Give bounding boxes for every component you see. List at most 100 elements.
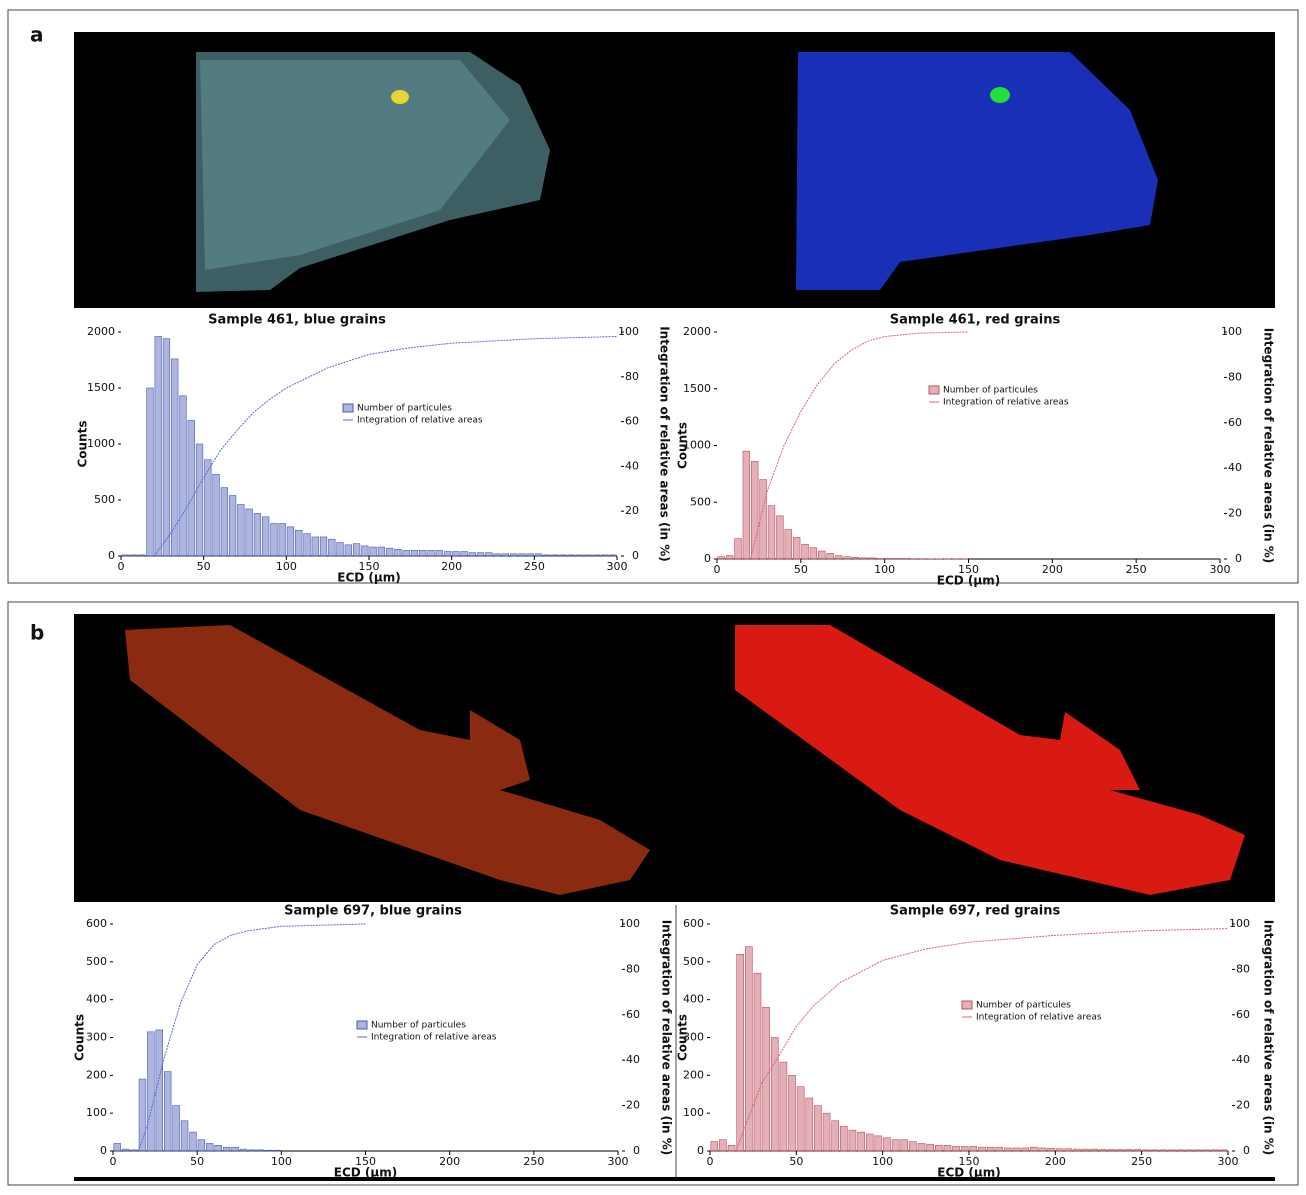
x-tick-label: 250 <box>1126 563 1147 576</box>
y-tick-label: 0 <box>100 1144 107 1157</box>
bar <box>155 336 162 556</box>
legend-swatch <box>357 1021 367 1029</box>
y-tick-label: 500 <box>683 955 704 968</box>
bar <box>875 1136 882 1151</box>
bar <box>909 1142 916 1151</box>
x-tick-label: 100 <box>872 1155 893 1168</box>
bar <box>328 539 335 556</box>
cumulative-line <box>138 924 365 1151</box>
x-tick-label: 0 <box>707 1155 714 1168</box>
bar <box>122 555 129 556</box>
bar <box>295 530 302 556</box>
bar <box>718 557 725 559</box>
x-tick-label: 250 <box>1131 1155 1152 1168</box>
bar <box>163 339 170 556</box>
bar <box>543 555 550 556</box>
bar <box>1099 1149 1106 1151</box>
bar <box>362 546 369 556</box>
x-tick-label: 100 <box>271 1155 292 1168</box>
y-tick-label: 400 <box>86 993 107 1006</box>
bar <box>436 550 443 556</box>
y-tick-label: 1500 <box>683 382 711 395</box>
bar <box>849 1130 856 1151</box>
bar <box>1004 1148 1011 1151</box>
y2-tick-label: 0 <box>633 1144 640 1157</box>
bar <box>130 555 137 556</box>
x-tick-label: 250 <box>524 560 545 573</box>
bar <box>711 1142 718 1151</box>
bar <box>147 1032 154 1151</box>
y-tick-label: 100 <box>683 1106 704 1119</box>
bar <box>221 488 228 556</box>
bar <box>1048 1148 1055 1151</box>
bar <box>797 1087 804 1151</box>
x-tick-label: 150 <box>958 563 979 576</box>
bar <box>1091 1149 1098 1151</box>
legend-swatch <box>343 404 353 412</box>
bar <box>206 1143 213 1151</box>
x-tick-label: 0 <box>714 563 721 576</box>
y2-tick-label: 40 <box>1236 1053 1250 1066</box>
bar <box>1142 1150 1149 1151</box>
bar <box>190 1132 197 1151</box>
bar <box>114 1143 121 1151</box>
bar <box>751 461 758 559</box>
bar <box>1073 1149 1080 1151</box>
bar <box>763 1007 770 1151</box>
bar <box>844 557 851 559</box>
bar <box>728 1145 735 1151</box>
y2-tick-label: 0 <box>1235 552 1242 565</box>
y2-tick-label: 80 <box>626 962 640 975</box>
bar <box>818 551 825 559</box>
bar <box>1065 1149 1072 1151</box>
bar <box>1220 1150 1227 1151</box>
y2-axis-label: Integration of relative areas (in %) <box>1262 328 1276 564</box>
bar <box>403 550 410 556</box>
bar <box>902 558 909 559</box>
bar <box>173 1106 180 1151</box>
bar <box>814 1106 821 1151</box>
y2-tick-label: 80 <box>1228 370 1242 383</box>
y2-tick-label: 100 <box>1221 325 1242 338</box>
y2-tick-label: 60 <box>1236 1008 1250 1021</box>
x-tick-label: 150 <box>959 1155 980 1168</box>
bar <box>353 544 360 556</box>
bar <box>378 547 385 556</box>
y2-tick-label: 80 <box>1236 962 1250 975</box>
bar <box>768 506 775 559</box>
bar <box>1108 1149 1115 1151</box>
bar <box>164 1072 171 1151</box>
bar <box>304 534 311 556</box>
bar <box>1168 1150 1175 1151</box>
bar <box>840 1126 847 1151</box>
bar <box>793 537 800 559</box>
bar <box>262 517 269 556</box>
y2-tick-label: 20 <box>1228 507 1242 520</box>
bar <box>180 396 187 556</box>
bar <box>223 1147 230 1151</box>
x-tick-label: 0 <box>118 560 125 573</box>
bar <box>745 947 752 1151</box>
x-tick-label: 300 <box>607 560 628 573</box>
bar <box>238 504 245 556</box>
y2-axis-label: Integration of relative areas (in %) <box>658 326 672 562</box>
bar <box>858 1132 865 1151</box>
bar <box>1134 1149 1141 1151</box>
bar <box>996 1147 1003 1151</box>
x-tick-label: 50 <box>197 560 211 573</box>
bar <box>131 1150 138 1151</box>
chart-title: Sample 697, blue grains <box>284 904 462 919</box>
bar <box>274 1150 281 1151</box>
bar <box>1203 1150 1210 1151</box>
y-tick-label: 500 <box>690 495 711 508</box>
panel-label: a <box>30 23 44 47</box>
legend-label: Number of particules <box>943 386 1038 396</box>
x-tick-label: 100 <box>276 560 297 573</box>
y-tick-label: 600 <box>683 917 704 930</box>
y-tick-label: 300 <box>86 1031 107 1044</box>
x-tick-label: 250 <box>523 1155 544 1168</box>
image-grain <box>391 90 409 104</box>
bar <box>823 1113 830 1151</box>
bar <box>181 1121 188 1151</box>
